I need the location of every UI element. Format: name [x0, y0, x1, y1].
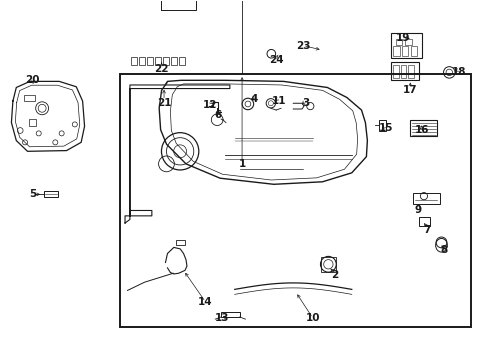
Bar [29, 119, 36, 126]
Bar [392, 65, 398, 78]
Bar [320, 257, 335, 272]
Text: 18: 18 [451, 67, 466, 77]
Bar [395, 39, 401, 45]
Text: 10: 10 [305, 313, 319, 323]
Text: 19: 19 [395, 33, 409, 43]
Text: 20: 20 [25, 75, 40, 85]
Text: 5: 5 [29, 189, 36, 199]
Bar [146, 57, 153, 65]
Text: 4: 4 [250, 94, 257, 104]
Text: 7: 7 [423, 225, 430, 235]
Text: 15: 15 [378, 123, 392, 133]
Bar [171, 57, 177, 65]
Bar [407, 65, 413, 78]
Text: 12: 12 [203, 100, 217, 110]
Bar [392, 46, 399, 56]
Text: 1: 1 [238, 159, 245, 169]
Bar [176, 240, 184, 245]
Bar [401, 46, 407, 56]
Text: 21: 21 [157, 98, 171, 108]
Text: 2: 2 [330, 270, 338, 280]
Bar [24, 95, 35, 101]
Bar [131, 57, 137, 65]
Text: 17: 17 [402, 85, 417, 95]
Bar [409, 120, 436, 136]
Bar [405, 39, 411, 45]
Text: 6: 6 [214, 111, 221, 121]
Bar [221, 312, 239, 317]
Text: 22: 22 [154, 64, 168, 74]
Bar [139, 57, 144, 65]
Text: 16: 16 [414, 125, 429, 135]
Bar [43, 191, 58, 197]
Text: 13: 13 [215, 313, 229, 323]
Bar [410, 46, 416, 56]
Text: 11: 11 [271, 96, 285, 106]
Text: 24: 24 [268, 55, 283, 65]
Text: 14: 14 [198, 297, 212, 307]
Bar [120, 74, 470, 327]
Text: 23: 23 [295, 41, 309, 50]
Bar [179, 57, 184, 65]
Text: 9: 9 [413, 206, 420, 216]
Bar [390, 62, 418, 80]
Bar [400, 65, 406, 78]
Text: 3: 3 [301, 98, 308, 108]
Bar [390, 33, 422, 58]
Bar [418, 217, 429, 226]
Bar [155, 57, 161, 65]
Bar [161, 0, 196, 10]
Text: 8: 8 [440, 245, 447, 255]
Bar [378, 121, 385, 131]
Bar [412, 193, 439, 204]
Bar [163, 57, 169, 65]
